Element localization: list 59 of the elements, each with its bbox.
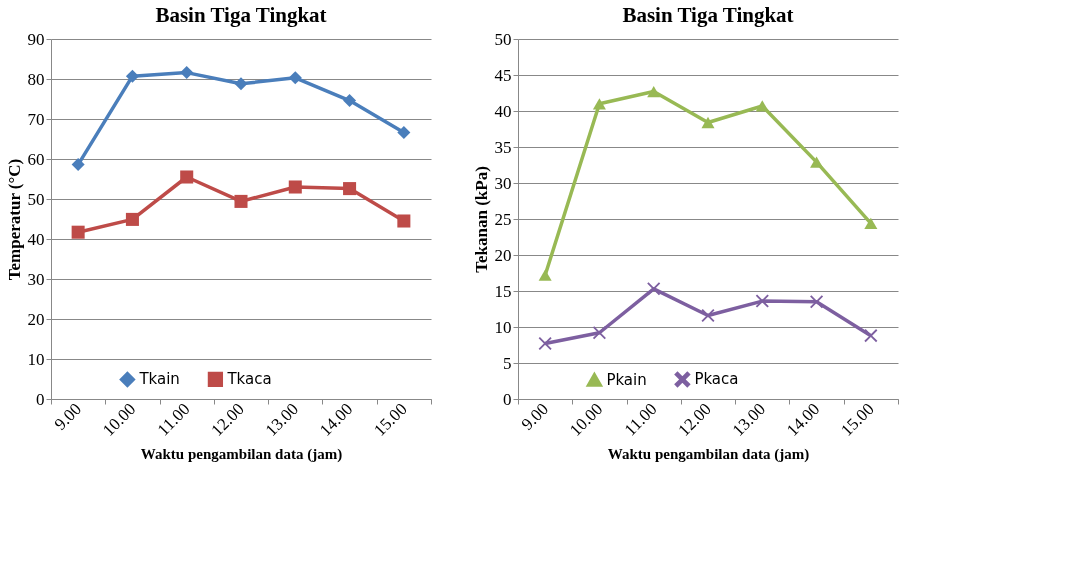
y-tick-label: 40 bbox=[494, 101, 512, 121]
point bbox=[864, 217, 878, 229]
point bbox=[180, 170, 194, 184]
y-axis-title: Temperatur (°C) bbox=[4, 158, 24, 281]
legend-label: Tkaca bbox=[226, 370, 272, 389]
y-tick-label: 80 bbox=[27, 69, 45, 89]
chart-title: Basin Tiga Tingkat bbox=[622, 3, 794, 27]
point bbox=[71, 158, 85, 172]
point bbox=[397, 126, 411, 140]
y-tick-label: 20 bbox=[27, 309, 45, 329]
y-tick-label: 0 bbox=[36, 389, 45, 409]
chart-title: Basin Tiga Tingkat bbox=[155, 3, 327, 27]
point bbox=[343, 182, 357, 196]
y-tick-label: 90 bbox=[27, 29, 45, 49]
y-axis-title: Tekanan (kPa) bbox=[471, 166, 491, 273]
y-tick-label: 25 bbox=[494, 209, 512, 229]
point bbox=[592, 98, 606, 110]
point bbox=[592, 326, 606, 340]
y-tick-label: 50 bbox=[27, 189, 45, 209]
point bbox=[71, 225, 85, 239]
y-tick-label: 10 bbox=[27, 349, 45, 369]
legend-label: Tkain bbox=[138, 370, 180, 389]
y-tick-label: 35 bbox=[494, 137, 512, 157]
y-tick-label: 10 bbox=[494, 317, 512, 337]
x-axis-title: Waktu pengambilan data (jam) bbox=[140, 446, 343, 464]
point bbox=[397, 214, 411, 228]
y-tick-label: 30 bbox=[494, 173, 512, 193]
legend-label: Pkaca bbox=[694, 370, 739, 389]
point bbox=[234, 194, 248, 208]
x-tick-label: 9.00 bbox=[50, 399, 86, 434]
y-tick-label: 60 bbox=[27, 149, 45, 169]
point bbox=[755, 294, 769, 308]
y-tick-label: 45 bbox=[494, 65, 512, 85]
point bbox=[125, 69, 139, 83]
point bbox=[180, 66, 194, 80]
y-tick-label: 0 bbox=[503, 389, 512, 409]
point bbox=[538, 269, 552, 281]
y-tick-label: 15 bbox=[494, 281, 512, 301]
point bbox=[864, 329, 878, 343]
y-tick-label: 20 bbox=[494, 245, 512, 265]
point bbox=[701, 116, 715, 129]
point bbox=[234, 77, 248, 91]
point bbox=[810, 295, 824, 309]
legend-label: Pkain bbox=[606, 370, 647, 389]
point bbox=[755, 100, 769, 112]
point bbox=[647, 85, 661, 98]
point bbox=[288, 180, 302, 194]
point bbox=[810, 156, 824, 168]
point bbox=[125, 212, 139, 226]
x-tick-label: 9.00 bbox=[517, 399, 553, 434]
point bbox=[343, 94, 357, 108]
y-tick-label: 70 bbox=[27, 109, 45, 129]
x-axis-title: Waktu pengambilan data (jam) bbox=[607, 446, 810, 464]
y-tick-label: 5 bbox=[503, 353, 512, 373]
y-tick-label: 30 bbox=[27, 269, 45, 289]
y-tick-label: 50 bbox=[494, 29, 512, 49]
y-tick-label: 40 bbox=[27, 229, 45, 249]
point bbox=[647, 282, 661, 296]
point bbox=[288, 71, 302, 85]
